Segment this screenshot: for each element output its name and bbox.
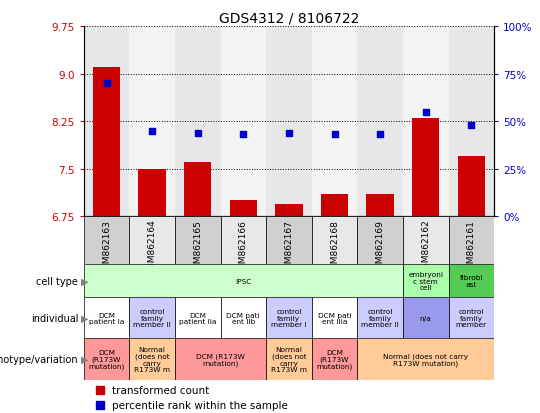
Bar [175, 339, 266, 380]
Point [330, 132, 339, 138]
Bar [84, 217, 129, 264]
Text: GSM862166: GSM862166 [239, 219, 248, 274]
Bar [266, 27, 312, 217]
Bar [367, 195, 394, 217]
Text: DCM (R173W
mutation): DCM (R173W mutation) [196, 353, 245, 366]
Text: percentile rank within the sample: percentile rank within the sample [112, 400, 288, 410]
Bar [321, 195, 348, 217]
Text: control
family
member I: control family member I [271, 309, 307, 328]
Bar [357, 297, 403, 339]
Text: individual: individual [31, 313, 78, 323]
Bar [129, 339, 175, 380]
Bar [412, 119, 440, 217]
Bar [403, 27, 449, 217]
Bar [275, 204, 302, 217]
Point [467, 122, 476, 129]
Bar [312, 297, 357, 339]
Title: GDS4312 / 8106722: GDS4312 / 8106722 [219, 12, 359, 26]
Text: GSM862169: GSM862169 [376, 219, 384, 274]
Text: ▶: ▶ [81, 313, 89, 323]
Bar [175, 217, 220, 264]
Bar [449, 27, 494, 217]
Bar [449, 264, 494, 297]
Bar [84, 27, 129, 217]
Text: control
family
member II: control family member II [133, 309, 171, 328]
Bar [449, 297, 494, 339]
Point [285, 130, 293, 137]
Text: GSM862164: GSM862164 [147, 219, 157, 274]
Bar [220, 27, 266, 217]
Point [102, 81, 111, 87]
Bar [266, 297, 312, 339]
Text: DCM
patient Ia: DCM patient Ia [89, 312, 124, 324]
Text: Normal
(does not
carry
R173W m: Normal (does not carry R173W m [271, 347, 307, 372]
Bar [220, 217, 266, 264]
Bar [266, 217, 312, 264]
Point [239, 132, 248, 138]
Bar [312, 339, 357, 380]
Bar [175, 297, 220, 339]
Bar [457, 157, 485, 217]
Bar [84, 264, 403, 297]
Text: GSM862162: GSM862162 [421, 219, 430, 274]
Bar [129, 27, 175, 217]
Text: ▶: ▶ [81, 276, 89, 286]
Text: control
family
member II: control family member II [361, 309, 399, 328]
Text: GSM862163: GSM862163 [102, 219, 111, 274]
Text: genotype/variation: genotype/variation [0, 354, 78, 364]
Bar [403, 297, 449, 339]
Text: DCM
(R173W
mutation): DCM (R173W mutation) [89, 349, 125, 369]
Text: transformed count: transformed count [112, 385, 210, 395]
Bar [220, 297, 266, 339]
Text: GSM862161: GSM862161 [467, 219, 476, 274]
Bar [266, 339, 312, 380]
Bar [312, 217, 357, 264]
Bar [129, 217, 175, 264]
Point [421, 109, 430, 116]
Bar [175, 27, 220, 217]
Text: n/a: n/a [420, 315, 431, 321]
Point [376, 132, 384, 138]
Text: fibrobl
ast: fibrobl ast [460, 275, 483, 287]
Text: DCM
(R173W
mutation): DCM (R173W mutation) [316, 349, 353, 369]
Text: ▶: ▶ [81, 354, 89, 364]
Bar [357, 339, 494, 380]
Text: GSM862168: GSM862168 [330, 219, 339, 274]
Bar [357, 27, 403, 217]
Bar [129, 297, 175, 339]
Bar [93, 68, 120, 217]
Bar [403, 217, 449, 264]
Text: DCM
patient IIa: DCM patient IIa [179, 312, 217, 324]
Bar [84, 339, 129, 380]
Text: DCM pati
ent IIIa: DCM pati ent IIIa [318, 312, 352, 324]
Bar [184, 163, 211, 217]
Text: embryoni
c stem
cell: embryoni c stem cell [408, 271, 443, 290]
Text: GSM862165: GSM862165 [193, 219, 202, 274]
Bar [84, 297, 129, 339]
Bar [230, 201, 257, 217]
Bar [357, 217, 403, 264]
Text: control
family
member: control family member [456, 309, 487, 328]
Bar [138, 169, 166, 217]
Text: Normal
(does not
carry
R173W m: Normal (does not carry R173W m [134, 347, 170, 372]
Point [193, 130, 202, 137]
Bar [403, 264, 449, 297]
Text: DCM pati
ent IIb: DCM pati ent IIb [226, 312, 260, 324]
Bar [449, 217, 494, 264]
Text: GSM862167: GSM862167 [285, 219, 293, 274]
Text: iPSC: iPSC [235, 278, 252, 284]
Bar [312, 27, 357, 217]
Text: Normal (does not carry
R173W mutation): Normal (does not carry R173W mutation) [383, 353, 468, 366]
Text: cell type: cell type [36, 276, 78, 286]
Point [148, 128, 157, 135]
